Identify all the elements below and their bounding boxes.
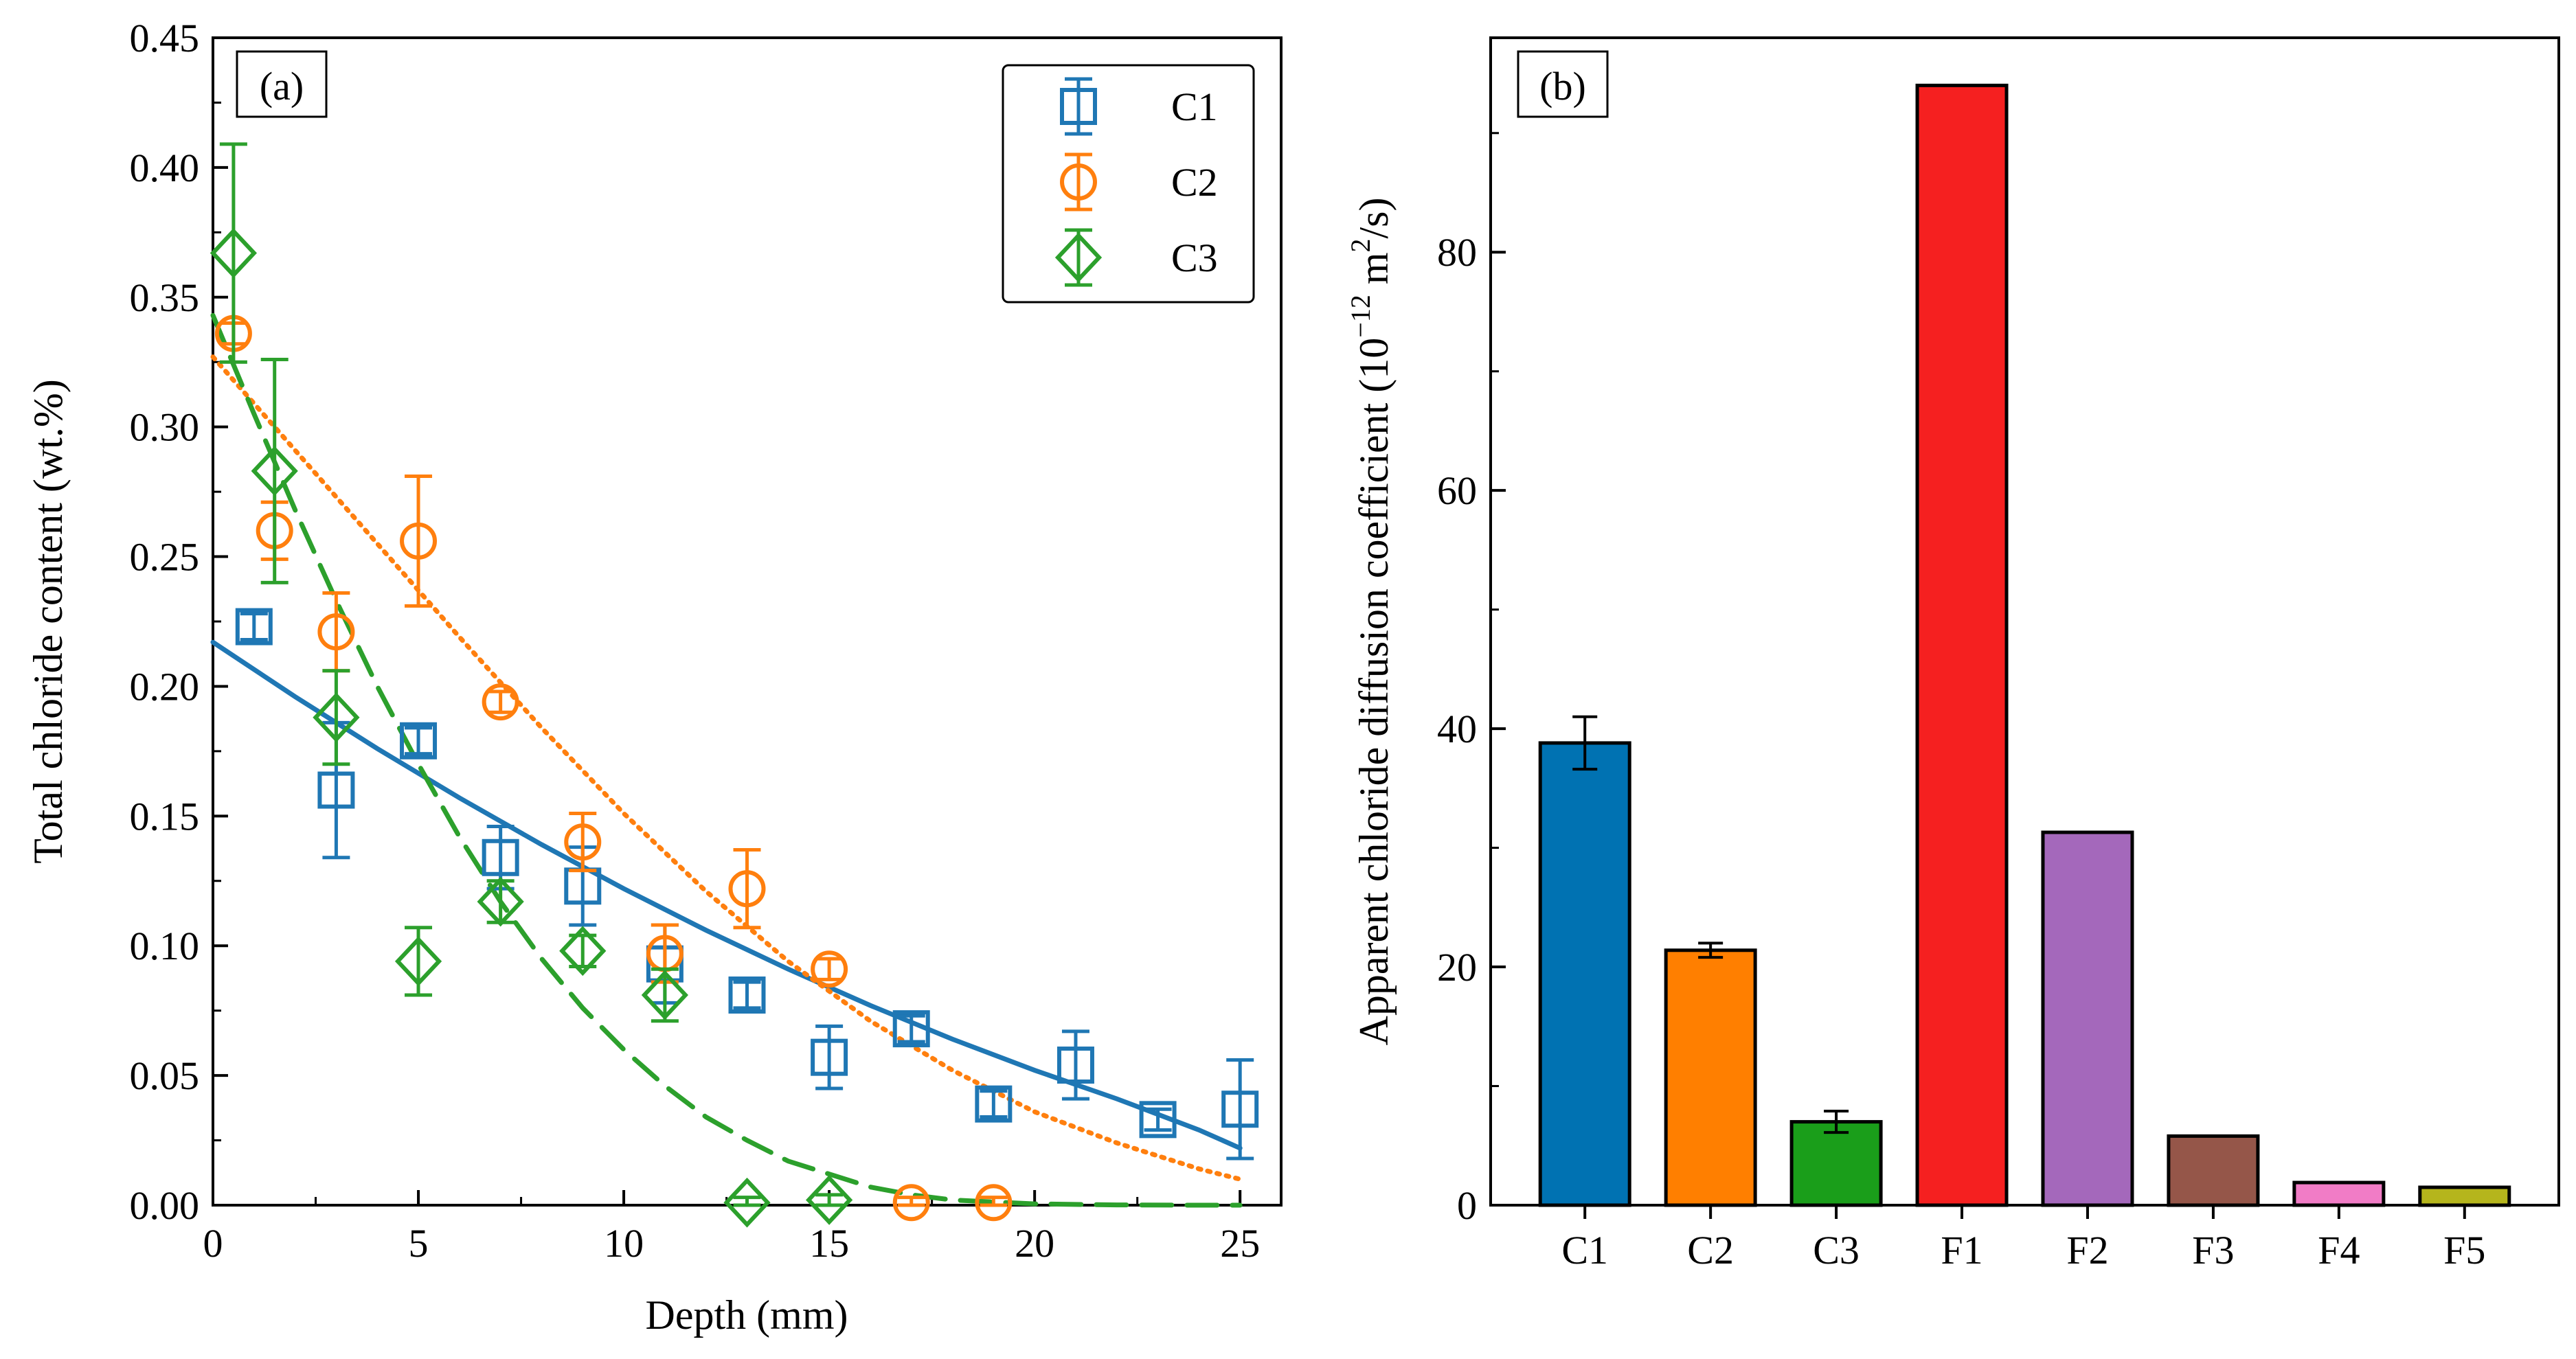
panel-a-axis-ticks: 0 5 10 15 20 25 0.00 0.05 0.10 0.15 0.20 0.25 0.30 0.… — [130, 16, 1261, 1266]
panel-a-fit-curves — [210, 312, 1243, 1208]
panel-a-x-axis-label: Depth (mm) — [646, 1292, 848, 1338]
legend-label-c2: C2 — [1171, 160, 1218, 205]
panel-a-scatter-chart: 0 5 10 15 20 25 0.00 0.05 0.10 0.15 0.20 0.25 0.30 0.… — [25, 16, 1283, 1338]
data-point-c2 — [811, 950, 848, 988]
data-point-c1 — [1139, 1101, 1177, 1139]
data-point-c1 — [482, 838, 519, 876]
panel-b-axis-ticks: 0 20 40 60 80 — [1437, 132, 1506, 1228]
x-tick-label-c3: C3 — [1813, 1228, 1860, 1272]
y-tick-label: 60 — [1437, 468, 1477, 513]
data-point-c2 — [564, 823, 602, 861]
y-tick-label: 0.15 — [130, 794, 200, 838]
x-tick-label: 15 — [809, 1221, 849, 1266]
data-point-c1 — [975, 1085, 1013, 1123]
data-point-c1 — [892, 1010, 930, 1048]
data-point-c2 — [317, 613, 355, 651]
data-point-c2 — [975, 1184, 1013, 1222]
y-tick-label: 0.45 — [130, 16, 200, 60]
panel-a-y-axis-label: Total chloride content (wt.%) — [25, 379, 71, 864]
data-point-c1 — [811, 1038, 848, 1076]
bar-f1 — [1915, 83, 2009, 1207]
bar-f3 — [2167, 1134, 2260, 1207]
panel-b-label-box: (b) — [1517, 50, 1609, 118]
data-point-c3 — [477, 876, 524, 927]
x-tick-label-c1: C1 — [1561, 1228, 1608, 1272]
x-tick-label-f2: F2 — [2066, 1228, 2108, 1272]
panel-b-bar-chart: 0 20 40 60 80 C1 C2 C3 F1 F2 F3 F4 F5 (b) Apparent … — [1345, 36, 2560, 1272]
data-point-c1 — [1221, 1090, 1259, 1128]
data-point-c1 — [1057, 1047, 1094, 1084]
data-point-c2 — [482, 683, 519, 721]
y-tick-label: 0.10 — [130, 924, 200, 968]
y-tick-label: 0 — [1457, 1183, 1477, 1228]
fit-curve-c1 — [210, 639, 1243, 1151]
x-tick-label: 0 — [203, 1221, 223, 1266]
x-tick-label-f1: F1 — [1941, 1228, 1982, 1272]
x-tick-label-f3: F3 — [2192, 1228, 2234, 1272]
panel-a-legend: C1 C2 C3 — [1002, 64, 1255, 304]
x-tick-label-c2: C2 — [1687, 1228, 1734, 1272]
data-point-c1 — [317, 771, 355, 809]
data-point-c3 — [806, 1175, 853, 1225]
data-point-c3 — [723, 1177, 771, 1228]
data-point-c3 — [559, 926, 607, 977]
data-point-c1 — [728, 977, 766, 1014]
x-tick-label-f5: F5 — [2443, 1228, 2485, 1272]
legend-marker-c2 — [1060, 163, 1097, 201]
bar-f4 — [2292, 1180, 2386, 1207]
y-tick-label: 0.35 — [130, 275, 200, 320]
data-point-c2 — [892, 1184, 930, 1222]
y-tick-label: 0.20 — [130, 664, 200, 709]
data-point-c2 — [400, 522, 438, 560]
panel-b-bars: C1 C2 C3 F1 F2 F3 F4 F5 — [1538, 83, 2511, 1272]
x-tick-label: 20 — [1015, 1221, 1054, 1266]
bar-f2 — [2041, 830, 2134, 1207]
y-tick-label: 0.05 — [130, 1053, 200, 1098]
y-tick-label: 0.25 — [130, 535, 200, 580]
data-point-c3 — [251, 446, 298, 496]
legend-marker-c1 — [1060, 88, 1097, 125]
data-point-c3 — [641, 970, 688, 1020]
data-point-c1 — [400, 722, 438, 760]
fit-curve-c2 — [210, 354, 1243, 1182]
x-tick-label: 5 — [409, 1221, 429, 1266]
y-tick-label: 20 — [1437, 945, 1477, 990]
y-tick-label: 40 — [1437, 707, 1477, 751]
x-tick-label: 25 — [1220, 1221, 1260, 1266]
data-point-c3 — [394, 936, 442, 987]
y-tick-label: 0.00 — [130, 1183, 200, 1228]
panel-a-label: (a) — [260, 64, 304, 109]
panel-b-label: (b) — [1539, 64, 1586, 109]
data-point-c1 — [235, 608, 273, 646]
y-tick-label: 0.30 — [130, 405, 200, 450]
fit-curve-c3 — [210, 312, 1243, 1208]
legend-label-c1: C1 — [1171, 84, 1218, 129]
panel-a-label-box: (a) — [236, 50, 328, 118]
bar-c2 — [1664, 948, 1757, 1207]
data-point-c3 — [313, 692, 360, 743]
y-tick-label: 80 — [1437, 230, 1477, 275]
bar-c1 — [1538, 741, 1631, 1207]
legend-marker-c3 — [1054, 232, 1103, 283]
legend-label-c3: C3 — [1171, 236, 1218, 280]
panel-b-plot-frame — [1489, 36, 2560, 1207]
y-tick-label: 0.40 — [130, 146, 200, 190]
x-tick-label: 10 — [604, 1221, 644, 1266]
data-point-c2 — [728, 870, 766, 908]
data-point-c3 — [210, 228, 258, 278]
panel-a-data-points — [210, 142, 1259, 1228]
panel-b-y-axis-label: Apparent chloride diffusion coefficient … — [1345, 197, 1397, 1045]
bar-c3 — [1789, 1120, 1883, 1207]
x-tick-label-f4: F4 — [2318, 1228, 2360, 1272]
bar-f5 — [2418, 1185, 2511, 1207]
